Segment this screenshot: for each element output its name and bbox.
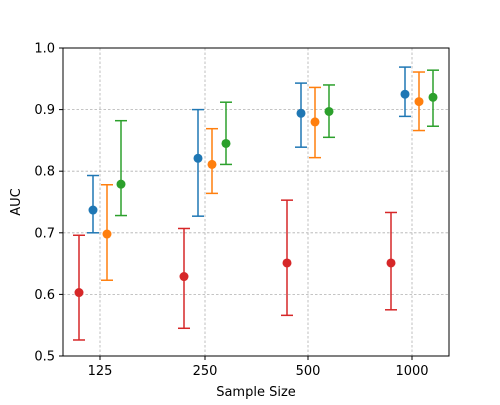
data-point — [414, 97, 424, 107]
series-3 — [115, 69, 439, 217]
plot-frame — [62, 47, 450, 357]
x-tick-label: 125 — [88, 364, 113, 379]
y-tick-label: 0.5 — [34, 350, 55, 365]
gridlines — [63, 47, 449, 357]
x-tick-label: 250 — [193, 364, 218, 379]
data-point — [102, 229, 112, 239]
x-tick-label: 1000 — [395, 364, 428, 379]
y-tick-label: 0.8 — [34, 165, 55, 180]
data-point — [221, 138, 231, 148]
data-point — [193, 153, 203, 163]
data-point — [310, 117, 320, 127]
y-tick-label: 0.6 — [34, 288, 55, 303]
data-point — [400, 89, 410, 99]
series-2 — [101, 71, 425, 281]
series-4 — [73, 199, 397, 341]
data-point — [207, 159, 217, 169]
data-point — [296, 108, 306, 118]
data-point — [88, 205, 98, 215]
data-point — [386, 258, 396, 268]
y-tick-label: 1.0 — [34, 42, 55, 57]
data-marks — [73, 66, 439, 341]
data-point — [282, 258, 292, 268]
x-tick-label: 500 — [296, 364, 321, 379]
y-tick-label: 0.9 — [34, 103, 55, 118]
data-point — [428, 92, 438, 102]
data-point — [116, 179, 126, 189]
axes: 0.5 0.6 0.7 0.8 0.9 1.0 125 250 500 1000 — [34, 42, 428, 380]
data-point — [74, 288, 84, 298]
y-axis-label: AUC — [9, 188, 24, 216]
series-1 — [87, 66, 411, 234]
data-point — [179, 272, 189, 282]
x-axis-label: Sample Size — [216, 385, 296, 400]
y-tick-label: 0.7 — [34, 226, 55, 241]
data-point — [324, 106, 334, 116]
